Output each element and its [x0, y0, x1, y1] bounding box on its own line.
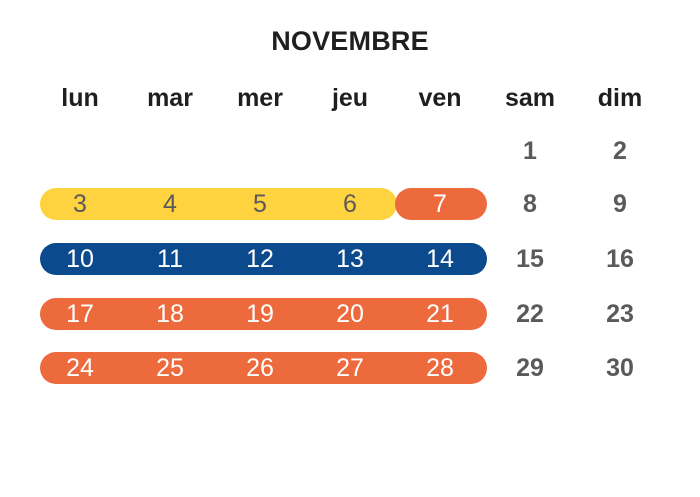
highlight-bar-yellow: [40, 188, 397, 220]
day-7: 7: [433, 190, 447, 218]
day-27: 27: [336, 354, 364, 382]
highlight-bar-orange-short: [395, 188, 487, 220]
day-13: 13: [336, 245, 364, 273]
weekday-lun: lun: [61, 84, 99, 112]
day-29: 29: [516, 354, 544, 382]
day-21: 21: [426, 300, 454, 328]
day-14: 14: [426, 245, 454, 273]
day-26: 26: [246, 354, 274, 382]
day-12: 12: [246, 245, 274, 273]
day-4: 4: [163, 190, 177, 218]
day-18: 18: [156, 300, 184, 328]
weekday-dim: dim: [597, 84, 643, 112]
day-5: 5: [253, 190, 267, 218]
highlight-bar-blue: [40, 243, 487, 275]
weekday-sam: sam: [504, 84, 556, 112]
weekday-jeu: jeu: [331, 84, 369, 112]
day-20: 20: [336, 300, 364, 328]
weekday-ven: ven: [418, 84, 462, 112]
day-19: 19: [246, 300, 274, 328]
day-1: 1: [523, 137, 537, 165]
highlight-bar-orange-week4: [40, 352, 487, 384]
month-title: NOVEMBRE: [271, 26, 429, 56]
day-9: 9: [613, 190, 627, 218]
weekday-mer: mer: [237, 84, 283, 112]
day-6: 6: [343, 190, 357, 218]
day-25: 25: [156, 354, 184, 382]
weekday-mar: mar: [147, 84, 193, 112]
day-24: 24: [66, 354, 94, 382]
day-11: 11: [157, 245, 183, 273]
day-10: 10: [66, 245, 94, 273]
day-15: 15: [516, 245, 544, 273]
day-23: 23: [606, 300, 634, 328]
day-2: 2: [613, 137, 627, 165]
highlight-bar-orange-week3: [40, 298, 487, 330]
day-8: 8: [523, 190, 537, 218]
day-22: 22: [516, 300, 544, 328]
day-3: 3: [73, 190, 87, 218]
day-30: 30: [606, 354, 634, 382]
day-16: 16: [606, 245, 634, 273]
day-17: 17: [66, 300, 94, 328]
day-28: 28: [426, 354, 454, 382]
